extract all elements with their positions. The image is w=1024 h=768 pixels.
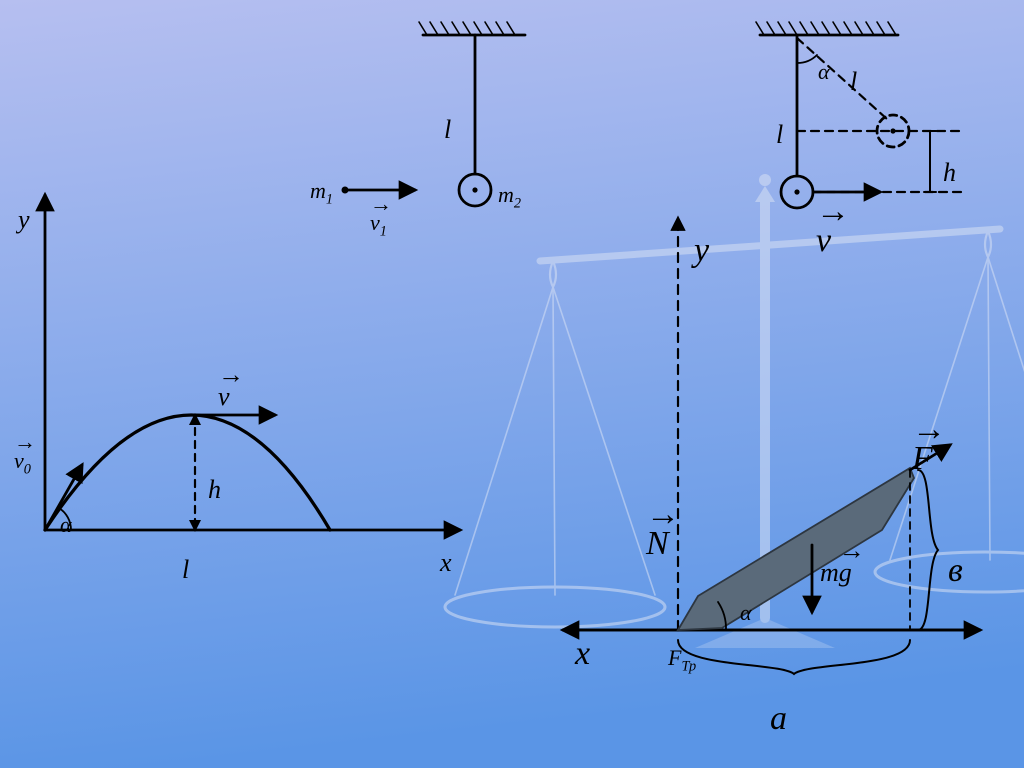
label-block-y: y: [694, 232, 709, 270]
physics-diagrams-slide: yx→v0α→vhlm1→v1lm2αllh→vyx→N→Fm→gαFТрaв: [0, 0, 1024, 768]
label-coll-m1: m1: [310, 178, 333, 208]
label-proj-vtop: →v: [218, 382, 230, 412]
label-block-x: x: [575, 635, 590, 673]
label-proj-l: l: [182, 555, 189, 585]
label-pend-ll: l: [776, 120, 783, 150]
label-block-mg: m→g: [820, 558, 852, 588]
label-coll-l: l: [444, 115, 451, 145]
diagram-canvas: [0, 0, 1024, 768]
label-proj-alpha: α: [60, 512, 72, 538]
label-proj-x: x: [440, 548, 452, 578]
label-proj-v0: →v0: [14, 448, 31, 478]
label-pend-alpha: α: [818, 59, 830, 85]
label-pend-h: h: [943, 158, 956, 188]
label-pend-v: →v: [816, 222, 831, 260]
label-block-F: →F: [912, 440, 933, 478]
label-block-Ftr: FТр: [668, 645, 696, 675]
label-block-a: a: [770, 700, 787, 738]
label-coll-m2: m2: [498, 182, 521, 212]
label-block-b: в: [948, 552, 963, 590]
label-pend-lr: l: [850, 67, 857, 97]
label-block-alpha: α: [740, 600, 752, 626]
label-proj-h: h: [208, 475, 221, 505]
background: [0, 0, 1024, 768]
label-block-N: →N: [646, 525, 669, 563]
label-proj-y: y: [18, 205, 30, 235]
label-coll-v1: →v1: [370, 210, 387, 240]
